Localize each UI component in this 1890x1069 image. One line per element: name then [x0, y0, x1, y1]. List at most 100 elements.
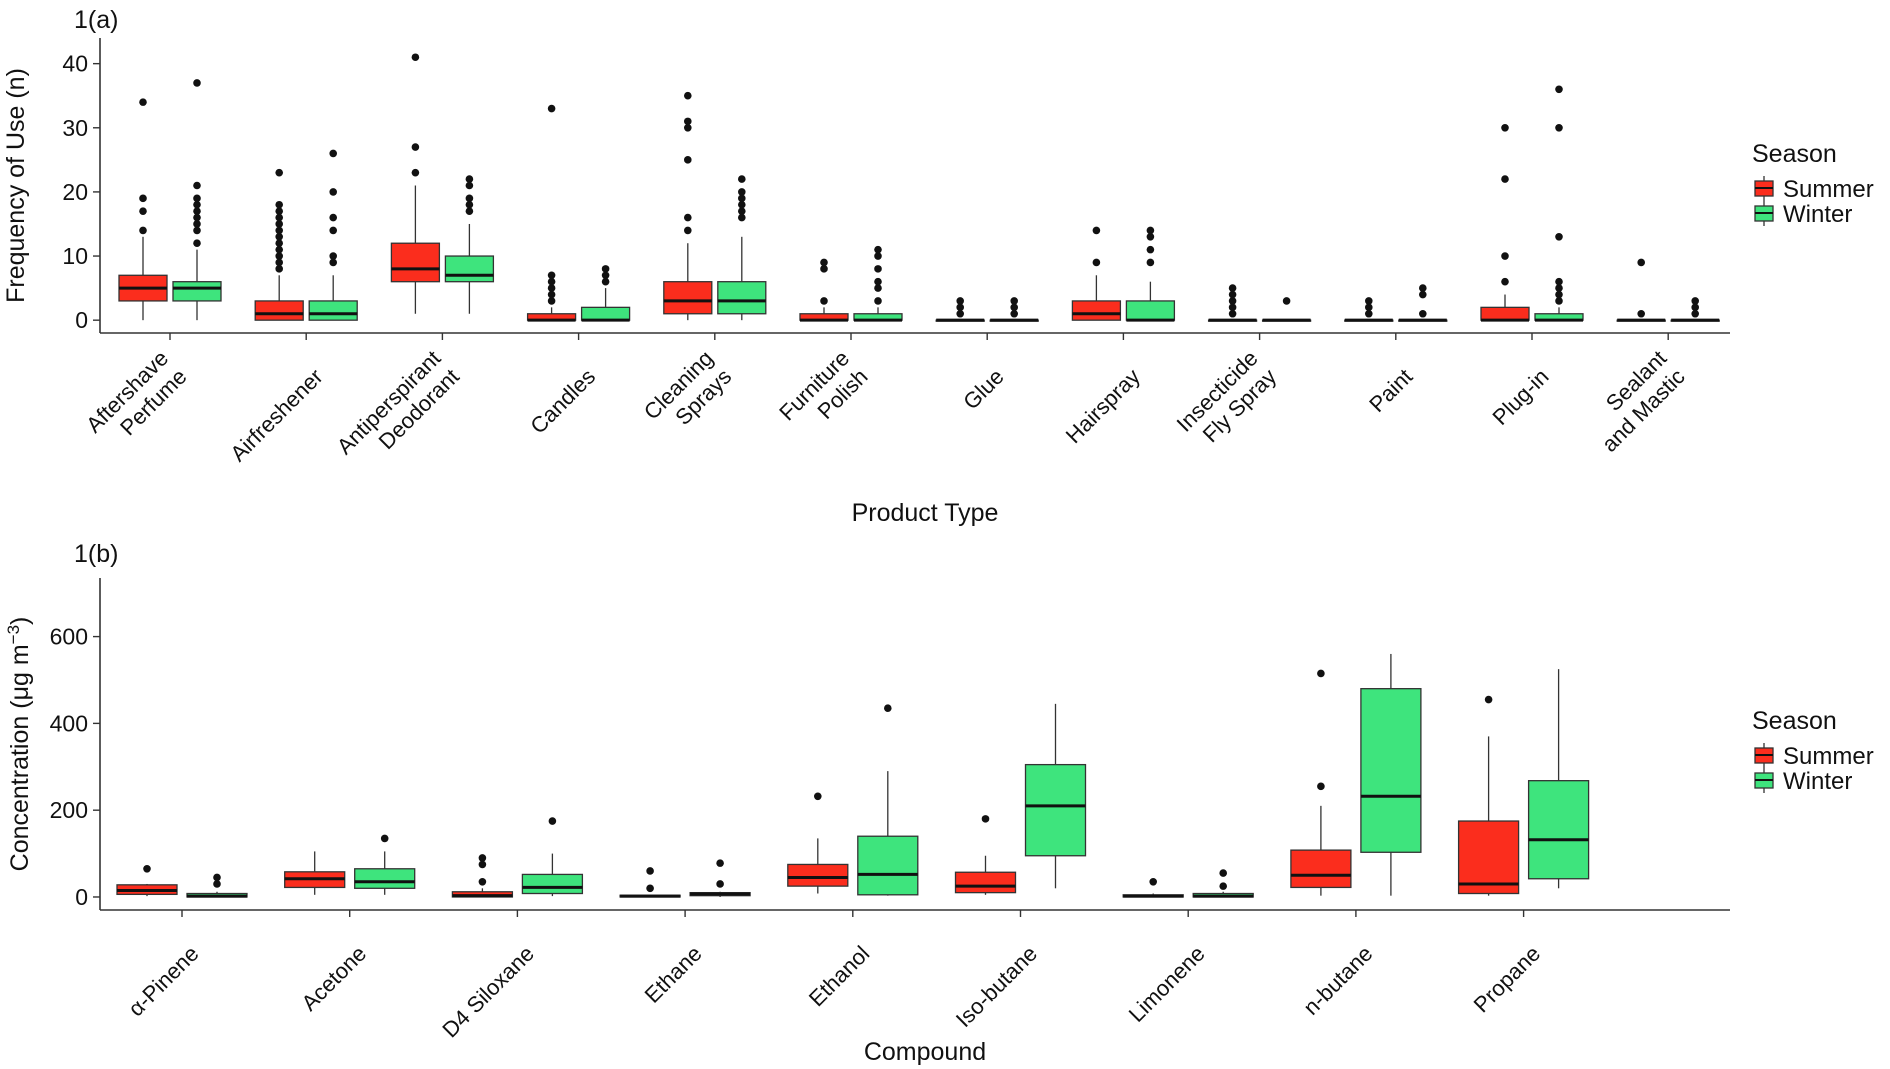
outlier-point [1484, 695, 1493, 704]
outlier-point [213, 873, 221, 882]
outlier-point [820, 297, 828, 305]
x-tick-label: Glue [958, 364, 1009, 415]
outlier-point [478, 877, 487, 886]
x-tick-label: Paint [1364, 364, 1417, 417]
outlier-point [411, 168, 420, 177]
outlier-point [139, 207, 147, 215]
outlier-point [1365, 303, 1373, 312]
box-winter [1527, 669, 1590, 889]
outlier-point [684, 117, 692, 126]
outlier-point [1501, 277, 1509, 286]
box-iqr [444, 255, 495, 283]
outlier-point [684, 213, 692, 222]
outlier-point [1555, 284, 1563, 292]
legend-label-summer: Summer [1783, 743, 1874, 770]
box-winter [444, 175, 495, 314]
box-winter [1670, 297, 1720, 322]
outlier-point [275, 245, 284, 254]
x-tick-label: Plug-in [1487, 364, 1553, 430]
box-iqr [717, 281, 767, 315]
outlier-point [1010, 297, 1018, 305]
box-summer [1122, 877, 1184, 898]
x-tick-label: Acetone [296, 941, 371, 1016]
y-axis-title: Frequency of Use (n) [2, 68, 30, 303]
outlier-point [547, 284, 556, 292]
outlier-point [193, 181, 201, 190]
y-tick-label: 0 [75, 307, 88, 333]
outlier-point [380, 834, 389, 843]
outlier-point [820, 258, 828, 267]
outlier-point [1219, 882, 1227, 890]
box-summer [1480, 123, 1530, 322]
box-summer [1071, 226, 1122, 321]
outlier-point [684, 226, 692, 235]
x-tick-label: AftershavePerfume [81, 345, 191, 455]
y-tick-label: 0 [75, 884, 88, 910]
legend-label-winter: Winter [1783, 201, 1852, 228]
box-iqr [521, 873, 584, 895]
box-summer [954, 815, 1017, 895]
y-tick-label: 40 [62, 51, 88, 77]
outlier-point [1228, 297, 1237, 305]
box-summer [1344, 297, 1394, 322]
outlier-point [465, 181, 474, 190]
box-winter [521, 817, 584, 897]
outlier-point [820, 265, 828, 273]
outlier-point [275, 226, 284, 235]
box-iqr [1457, 820, 1520, 895]
box-summer [451, 854, 514, 898]
panel-label: 1(b) [74, 540, 118, 568]
outlier-point [329, 226, 338, 235]
y-tick-label: 600 [50, 624, 88, 650]
box-iqr [354, 868, 416, 889]
box-winter [308, 149, 358, 321]
outlier-point [275, 207, 284, 215]
outlier-point [874, 297, 882, 305]
outlier-point [1637, 309, 1645, 318]
x-tick-label: CleaningSprays [639, 345, 736, 442]
box-iqr [308, 300, 358, 321]
outlier-point [275, 252, 284, 260]
outlier-point [646, 867, 654, 875]
box-winter [857, 704, 919, 896]
outlier-point [738, 213, 746, 222]
outlier-point [1501, 123, 1509, 132]
outlier-point [716, 880, 724, 888]
outlier-point [547, 290, 556, 299]
outlier-point [139, 194, 147, 203]
y-tick-label: 30 [62, 115, 88, 141]
outlier-point [1365, 309, 1373, 318]
outlier-point [411, 143, 420, 151]
outlier-point [139, 98, 147, 106]
outlier-point [411, 53, 420, 62]
outlier-point [684, 91, 692, 100]
outlier-point [275, 213, 284, 222]
outlier-point [884, 704, 892, 712]
outlier-point [1317, 669, 1325, 678]
outlier-point [1419, 284, 1427, 292]
x-tick-label: InsecticideFly Spray [1172, 345, 1282, 455]
y-tick-label: 200 [50, 797, 88, 823]
outlier-point [1146, 258, 1155, 267]
outlier-point [547, 104, 556, 113]
x-tick-label: n-butane [1298, 941, 1377, 1020]
box-winter [1024, 703, 1087, 889]
box-iqr [954, 871, 1017, 894]
y-axis-title: Concentration (μg m−3) [4, 617, 34, 872]
box-winter [1398, 284, 1448, 322]
outlier-point [465, 200, 474, 209]
x-tick-label: FurniturePolish [774, 345, 872, 443]
outlier-point [874, 252, 882, 260]
x-tick-label: Ethanol [804, 941, 874, 1011]
legend-title: Season [1752, 140, 1837, 168]
outlier-point [193, 226, 201, 235]
box-summer [935, 297, 985, 322]
box-iqr [1071, 300, 1122, 321]
box-iqr [390, 242, 441, 283]
legend-label-winter: Winter [1783, 768, 1852, 795]
outlier-point [1282, 297, 1291, 305]
box-winter [689, 859, 751, 897]
outlier-point [1228, 303, 1237, 312]
